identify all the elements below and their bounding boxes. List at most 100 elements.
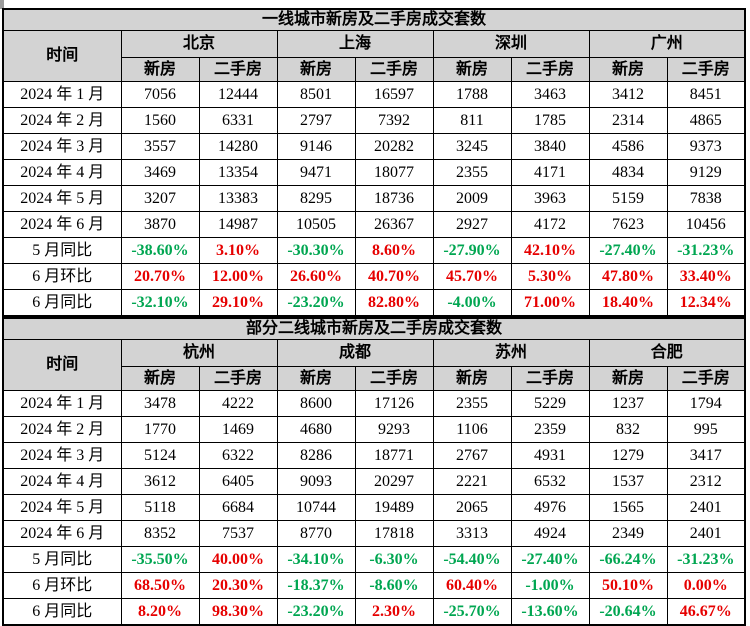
value-cell: 14987 xyxy=(198,211,278,238)
pct-cell: 0.00% xyxy=(666,572,746,599)
value-cell: 8501 xyxy=(276,81,356,108)
pct-label: 6 月同比 xyxy=(2,598,122,626)
tier1-cities-table: 一线城市新房及二手房成交套数 时间 北京 上海 深圳 广州 新房 二手房 新房 二手房 新房 二手房新… xyxy=(2,8,747,317)
value-cell: 3417 xyxy=(666,442,746,469)
value-cell: 4976 xyxy=(510,494,590,521)
data-row: 2024 年 3 月 3557 14280 9146 20282 3245 3840 4586… xyxy=(2,133,746,160)
pct-cell: 60.40% xyxy=(432,572,512,599)
pct-cell: 40.70% xyxy=(354,263,434,290)
pct-cell: -25.70% xyxy=(432,598,512,626)
value-cell: 13383 xyxy=(198,185,278,212)
value-cell: 9093 xyxy=(276,468,356,495)
value-cell: 3463 xyxy=(510,81,590,108)
pct-cell: 20.30% xyxy=(198,572,278,599)
data-row: 2024 年 5 月 5118 6684 10744 19489 2065 4976 1565… xyxy=(2,494,746,521)
value-cell: 8295 xyxy=(276,185,356,212)
value-cell: 1785 xyxy=(510,107,590,134)
value-cell: 10456 xyxy=(666,211,746,238)
value-cell: 6322 xyxy=(198,442,278,469)
value-cell: 3412 xyxy=(588,81,668,108)
value-cell: 3478 xyxy=(120,390,200,417)
subheader-cell: 二手房 xyxy=(354,366,434,391)
value-cell: 1794 xyxy=(666,390,746,417)
pct-cell: 68.50% xyxy=(120,572,200,599)
pct-cell: -34.10% xyxy=(276,546,356,573)
value-cell: 6684 xyxy=(198,494,278,521)
value-cell: 7392 xyxy=(354,107,434,134)
value-cell: 2401 xyxy=(666,520,746,547)
pct-cell: -31.23% xyxy=(666,546,746,573)
value-cell: 4171 xyxy=(510,159,590,186)
pct-cell: 33.40% xyxy=(666,263,746,290)
pct-row: 6 月同比 8.20% 98.30% -23.20% 2.30% -25.70% -13.6… xyxy=(2,598,746,626)
subheader-cell: 二手房 xyxy=(510,57,590,82)
value-cell: 14280 xyxy=(198,133,278,160)
subheader-cell: 二手房 xyxy=(198,366,278,391)
tier2-cities-table: 部分二线城市新房及二手房成交套数 时间 杭州 成都 苏州 合肥 新房 二手房 新房 二手房 新房 二手… xyxy=(2,317,747,626)
value-cell: 811 xyxy=(432,107,512,134)
data-row: 2024 年 2 月 1560 6331 2797 7392 811 1785 2314 486… xyxy=(2,107,746,134)
value-cell: 7623 xyxy=(588,211,668,238)
value-cell: 19489 xyxy=(354,494,434,521)
data-row: 2024 年 4 月 3469 13354 9471 18077 2355 4171 4834… xyxy=(2,159,746,186)
time-label: 2024 年 4 月 xyxy=(2,159,122,186)
value-cell: 10744 xyxy=(276,494,356,521)
pct-cell: -32.10% xyxy=(120,289,200,317)
value-cell: 3612 xyxy=(120,468,200,495)
subheader-cell: 新房 xyxy=(276,366,356,391)
value-cell: 4172 xyxy=(510,211,590,238)
time-label: 2024 年 5 月 xyxy=(2,185,122,212)
pct-label: 5 月同比 xyxy=(2,237,122,264)
value-cell: 3469 xyxy=(120,159,200,186)
value-cell: 4222 xyxy=(198,390,278,417)
value-cell: 3963 xyxy=(510,185,590,212)
table-title: 一线城市新房及二手房成交套数 xyxy=(2,8,746,31)
value-cell: 2355 xyxy=(432,159,512,186)
value-cell: 5124 xyxy=(120,442,200,469)
data-row: 2024 年 4 月 3612 6405 9093 20297 2221 6532 1537 2… xyxy=(2,468,746,495)
subheader-cell: 二手房 xyxy=(198,57,278,82)
pct-cell: -27.90% xyxy=(432,237,512,264)
data-row: 2024 年 3 月 5124 6322 8286 18771 2767 4931 1279 3… xyxy=(2,442,746,469)
screen-edge-artifact xyxy=(0,0,4,9)
pct-cell: 98.30% xyxy=(198,598,278,626)
value-cell: 9146 xyxy=(276,133,356,160)
value-cell: 7838 xyxy=(666,185,746,212)
pct-cell: 46.67% xyxy=(666,598,746,626)
pct-row: 5 月同比 -38.60% 3.10% -30.30% 8.60% -27.90% 42.1… xyxy=(2,237,746,264)
time-label: 2024 年 6 月 xyxy=(2,520,122,547)
pct-label: 5 月同比 xyxy=(2,546,122,573)
time-column-header: 时间 xyxy=(2,339,122,391)
value-cell: 9373 xyxy=(666,133,746,160)
pct-cell: 8.20% xyxy=(120,598,200,626)
pct-cell: -54.40% xyxy=(432,546,512,573)
pct-cell: 26.60% xyxy=(276,263,356,290)
time-label: 2024 年 6 月 xyxy=(2,211,122,238)
value-cell: 2221 xyxy=(432,468,512,495)
subheader-cell: 二手房 xyxy=(666,57,746,82)
pct-row: 5 月同比 -35.50% 40.00% -34.10% -6.30% -54.40% -2… xyxy=(2,546,746,573)
pct-row: 6 月环比 68.50% 20.30% -18.37% -8.60% 60.40% -1.0… xyxy=(2,572,746,599)
value-cell: 4924 xyxy=(510,520,590,547)
subheader-cell: 新房 xyxy=(588,366,668,391)
pct-cell: 29.10% xyxy=(198,289,278,317)
pct-row: 6 月环比 20.70% 12.00% 26.60% 40.70% 45.70% 5.30%… xyxy=(2,263,746,290)
value-cell: 4931 xyxy=(510,442,590,469)
value-cell: 7056 xyxy=(120,81,200,108)
pct-cell: -4.00% xyxy=(432,289,512,317)
time-label: 2024 年 3 月 xyxy=(2,133,122,160)
value-cell: 6331 xyxy=(198,107,278,134)
time-label: 2024 年 4 月 xyxy=(2,468,122,495)
city-header: 苏州 xyxy=(432,339,590,367)
value-cell: 9293 xyxy=(354,416,434,443)
data-row: 2024 年 1 月 3478 4222 8600 17126 2355 5229 1237 1… xyxy=(2,390,746,417)
time-label: 2024 年 1 月 xyxy=(2,390,122,417)
value-cell: 3557 xyxy=(120,133,200,160)
subheader-cell: 二手房 xyxy=(354,57,434,82)
pct-cell: 71.00% xyxy=(510,289,590,317)
time-label: 2024 年 2 月 xyxy=(2,107,122,134)
value-cell: 2349 xyxy=(588,520,668,547)
pct-cell: -38.60% xyxy=(120,237,200,264)
value-cell: 8352 xyxy=(120,520,200,547)
pct-cell: 3.10% xyxy=(198,237,278,264)
